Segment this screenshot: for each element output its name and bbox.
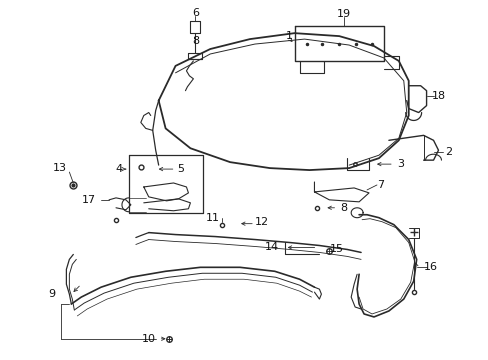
Text: 4: 4 bbox=[115, 164, 122, 174]
Text: 11: 11 bbox=[206, 213, 220, 223]
Text: 8: 8 bbox=[340, 203, 347, 213]
Text: 18: 18 bbox=[430, 91, 445, 101]
Text: 14: 14 bbox=[264, 243, 278, 252]
Text: 12: 12 bbox=[254, 217, 268, 227]
Text: 1: 1 bbox=[285, 31, 292, 41]
Text: 16: 16 bbox=[423, 262, 437, 272]
Text: 3: 3 bbox=[396, 159, 404, 169]
Text: 2: 2 bbox=[444, 147, 451, 157]
Text: 5: 5 bbox=[177, 164, 183, 174]
Text: 9: 9 bbox=[48, 289, 55, 299]
Text: 15: 15 bbox=[329, 244, 344, 255]
Text: 7: 7 bbox=[377, 180, 384, 190]
Text: 8: 8 bbox=[191, 36, 199, 46]
Text: 13: 13 bbox=[52, 163, 66, 173]
Text: 19: 19 bbox=[336, 9, 350, 19]
Text: 6: 6 bbox=[191, 8, 199, 18]
Text: 17: 17 bbox=[82, 195, 96, 205]
Text: 10: 10 bbox=[142, 334, 155, 344]
